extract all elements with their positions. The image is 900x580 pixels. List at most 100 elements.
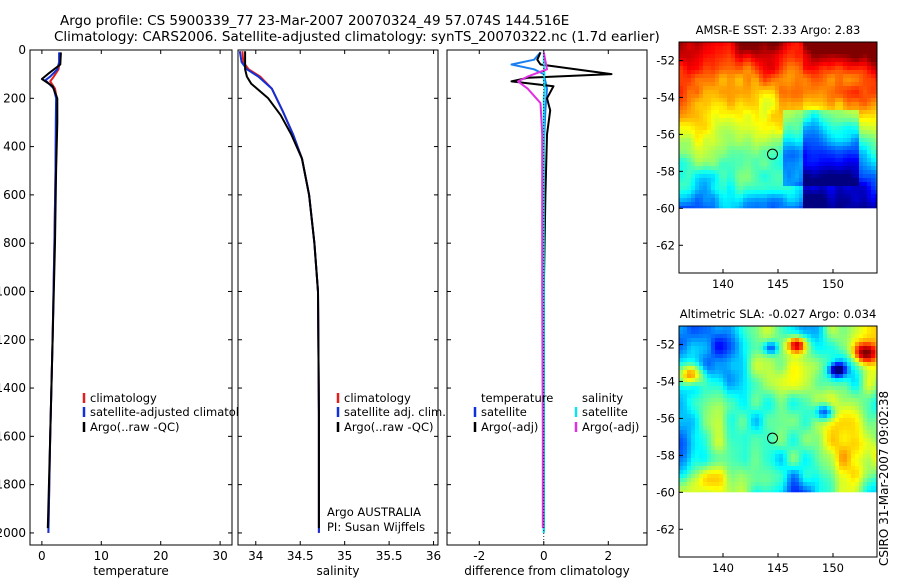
heatmap-cell: [775, 326, 779, 330]
heatmap-cell: [723, 126, 727, 130]
heatmap-cell: [711, 42, 715, 46]
heatmap-cell: [723, 378, 727, 382]
heatmap-cell: [683, 182, 687, 186]
heatmap-cell: [755, 82, 759, 86]
heatmap-cell: [691, 430, 695, 434]
heatmap-cell: [839, 406, 843, 410]
heatmap-cell: [859, 182, 863, 186]
heatmap-cell: [691, 458, 695, 462]
heatmap-cell: [823, 406, 827, 410]
heatmap-cell: [763, 182, 767, 186]
heatmap-cell: [763, 150, 767, 154]
heatmap-cell: [823, 366, 827, 370]
heatmap-cell: [835, 58, 839, 62]
heatmap-cell: [703, 150, 707, 154]
heatmap-cell: [779, 50, 783, 54]
heatmap-cell: [831, 454, 835, 458]
heatmap-cell: [711, 66, 715, 70]
heatmap-cell: [839, 362, 843, 366]
heatmap-cell: [747, 46, 751, 50]
heatmap-cell: [703, 406, 707, 410]
y-tick-label: 2000: [0, 526, 26, 540]
heatmap-cell: [719, 466, 723, 470]
heatmap-cell: [863, 482, 867, 486]
heatmap-cell: [775, 482, 779, 486]
heatmap-cell: [811, 86, 815, 90]
heatmap-cell: [679, 450, 683, 454]
heatmap-cell: [703, 426, 707, 430]
heatmap-cell: [799, 166, 803, 170]
heatmap-cell: [807, 338, 811, 342]
heatmap-cell: [731, 442, 735, 446]
heatmap-cell: [715, 74, 719, 78]
heatmap-cell: [771, 162, 775, 166]
heatmap-cell: [847, 370, 851, 374]
heatmap-cell: [863, 470, 867, 474]
heatmap-cell: [691, 150, 695, 154]
heatmap-cell: [807, 166, 811, 170]
heatmap-cell: [715, 54, 719, 58]
heatmap-cell: [875, 162, 877, 166]
heatmap-cell: [827, 430, 831, 434]
heatmap-cell: [679, 90, 683, 94]
heatmap-cell: [739, 150, 743, 154]
heatmap-cell: [831, 106, 835, 110]
heatmap-cell: [695, 86, 699, 90]
heatmap-cell: [775, 454, 779, 458]
heatmap-cell: [715, 190, 719, 194]
heatmap-cell: [823, 354, 827, 358]
heatmap-cell: [779, 130, 783, 134]
heatmap-cell: [767, 118, 771, 122]
heatmap-cell: [799, 74, 803, 78]
heatmap-cell: [799, 194, 803, 198]
heatmap-cell: [691, 142, 695, 146]
heatmap-cell: [851, 174, 855, 178]
heatmap-cell: [839, 122, 843, 126]
heatmap-cell: [863, 70, 867, 74]
heatmap-cell: [819, 486, 823, 490]
heatmap-cell: [875, 334, 877, 338]
heatmap-cell: [703, 102, 707, 106]
heatmap-cell: [767, 454, 771, 458]
heatmap-cell: [843, 390, 847, 394]
heatmap-cell: [751, 190, 755, 194]
heatmap-cell: [819, 342, 823, 346]
heatmap-cell: [787, 394, 791, 398]
heatmap-cell: [819, 366, 823, 370]
heatmap-cell: [763, 50, 767, 54]
heatmap-cell: [699, 342, 703, 346]
heatmap-cell: [803, 442, 807, 446]
heatmap-cell: [703, 462, 707, 466]
heatmap-cell: [683, 478, 687, 482]
heatmap-cell: [839, 410, 843, 414]
heatmap-cell: [751, 162, 755, 166]
heatmap-cell: [699, 190, 703, 194]
heatmap-cell: [735, 90, 739, 94]
heatmap-cell: [719, 358, 723, 362]
heatmap-cell: [851, 194, 855, 198]
heatmap-cell: [775, 198, 779, 202]
heatmap-cell: [875, 198, 877, 202]
heatmap-cell: [775, 78, 779, 82]
heatmap-cell: [755, 470, 759, 474]
heatmap-cell: [875, 342, 877, 346]
heatmap-cell: [755, 154, 759, 158]
heatmap-cell: [823, 350, 827, 354]
heatmap-cell: [759, 478, 763, 482]
heatmap-cell: [779, 110, 783, 114]
heatmap-cell: [767, 374, 771, 378]
heatmap-cell: [727, 102, 731, 106]
heatmap-cell: [831, 486, 835, 490]
heatmap-cell: [743, 334, 747, 338]
heatmap-cell: [819, 398, 823, 402]
heatmap-cell: [695, 458, 699, 462]
heatmap-cell: [679, 126, 683, 130]
heatmap-cell: [711, 482, 715, 486]
heatmap-cell: [835, 206, 839, 209]
heatmap-cell: [679, 378, 683, 382]
heatmap-cell: [711, 138, 715, 142]
heatmap-cell: [699, 394, 703, 398]
heatmap-cell: [851, 354, 855, 358]
heatmap-cell: [819, 362, 823, 366]
heatmap-cell: [787, 154, 791, 158]
